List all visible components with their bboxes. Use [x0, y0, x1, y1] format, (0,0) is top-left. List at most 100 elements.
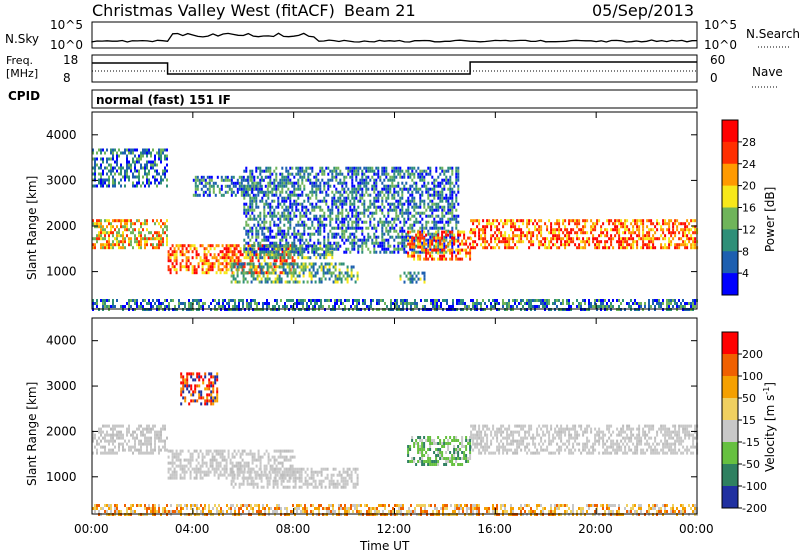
scatter-cell: [251, 226, 254, 230]
scatter-cell: [558, 219, 561, 223]
scatter-cell: [160, 160, 162, 164]
scatter-cell: [474, 302, 476, 305]
scatter-cell: [195, 464, 198, 468]
scatter-cell: [275, 190, 278, 194]
scatter-cell: [676, 305, 678, 308]
scatter-cell: [462, 299, 464, 302]
scatter-cell: [130, 448, 132, 452]
scatter-cell: [439, 254, 442, 258]
scatter-cell: [365, 220, 368, 224]
scatter-cell: [231, 250, 234, 254]
scatter-cell: [393, 205, 396, 209]
scatter-cell: [604, 234, 607, 238]
scatter-cell: [216, 184, 219, 188]
scatter-cell: [556, 240, 559, 244]
scatter-cell: [334, 299, 336, 302]
scatter-cell: [273, 169, 276, 173]
scatter-cell: [337, 196, 340, 200]
scatter-cell: [692, 299, 694, 302]
scatter-cell: [195, 256, 198, 260]
scatter-cell: [373, 199, 376, 203]
scatter-cell: [582, 299, 584, 302]
scatter-cell: [201, 262, 204, 266]
scatter-cell: [364, 302, 366, 305]
scatter-cell: [330, 274, 333, 278]
scatter-cell: [243, 187, 246, 191]
scatter-cell: [275, 250, 278, 254]
scatter-cell: [345, 166, 348, 170]
scatter-cell: [333, 193, 336, 197]
scatter-cell: [385, 199, 388, 203]
scatter-cell: [435, 190, 438, 194]
scatter-cell: [508, 243, 511, 247]
scatter-cell: [437, 244, 440, 248]
scatter-cell: [299, 235, 302, 239]
scatter-cell: [421, 226, 424, 230]
scatter-cell: [403, 175, 406, 179]
scatter-cell: [243, 202, 246, 206]
scatter-cell: [510, 219, 513, 223]
scatter-cell: [409, 271, 412, 275]
scatter-cell: [132, 445, 134, 449]
scatter-cell: [347, 220, 350, 224]
scatter-cell: [421, 175, 424, 179]
scatter-cell: [351, 208, 354, 212]
scatter-cell: [132, 184, 134, 188]
scatter-cell: [126, 234, 128, 238]
scatter-cell: [654, 246, 657, 250]
scatter-cell: [502, 225, 505, 229]
scatter-cell: [478, 234, 481, 238]
scatter-cell: [273, 223, 276, 227]
scatter-cell: [257, 223, 260, 227]
scatter-cell: [108, 448, 110, 452]
scatter-cell: [692, 302, 694, 305]
scatter-cell: [234, 262, 237, 266]
scatter-cell: [359, 166, 362, 170]
scatter-cell: [112, 225, 114, 229]
scatter-cell: [666, 246, 669, 250]
scatter-cell: [122, 234, 124, 238]
scatter-cell: [271, 256, 274, 260]
scatter-cell: [289, 172, 292, 176]
scatter-cell: [350, 268, 353, 272]
scatter-cell: [114, 148, 116, 152]
scatter-cell: [504, 246, 507, 250]
scatter-cell: [232, 175, 235, 179]
scatter-cell: [287, 181, 290, 185]
scatter-cell: [299, 223, 302, 227]
scatter-cell: [318, 265, 321, 269]
scatter-cell: [263, 205, 266, 209]
scatter-cell: [158, 148, 160, 152]
scatter-cell: [275, 193, 278, 197]
scatter-cell: [588, 305, 590, 308]
scatter-cell: [415, 280, 418, 284]
scatter-cell: [172, 299, 174, 302]
scatter-cell: [181, 253, 184, 257]
scatter-cell: [441, 217, 444, 221]
scatter-cell: [352, 274, 355, 278]
scatter-cell: [532, 231, 535, 235]
scatter-cell: [438, 299, 440, 302]
scatter-cell: [670, 234, 673, 238]
scatter-cell: [128, 299, 130, 302]
scatter-cell: [321, 178, 324, 182]
scatter-cell: [104, 234, 106, 238]
scatter-cell: [494, 299, 496, 302]
scatter-cell: [146, 436, 148, 440]
scatter-cell: [273, 265, 276, 269]
scatter-cell: [251, 205, 254, 209]
scatter-cell: [255, 166, 258, 170]
scatter-cell: [310, 302, 312, 305]
scatter-cell: [646, 225, 649, 229]
scatter-cell: [437, 229, 440, 233]
scatter-cell: [638, 228, 641, 232]
scatter-cell: [510, 225, 513, 229]
scatter-cell: [219, 256, 222, 260]
scatter-cell: [429, 187, 432, 191]
scatter-cell: [313, 205, 316, 209]
scatter-cell: [622, 299, 624, 302]
scatter-cell: [92, 299, 94, 302]
scatter-cell: [114, 237, 116, 241]
scatter-cell: [212, 299, 214, 302]
scatter-cell: [582, 228, 585, 232]
